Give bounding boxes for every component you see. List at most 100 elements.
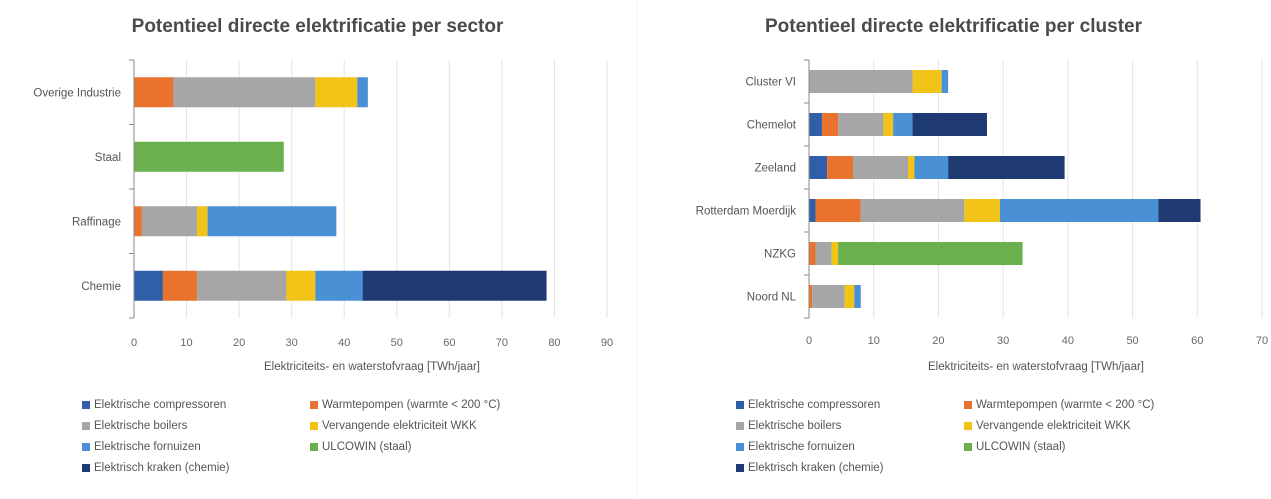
bar-segment-elektrische-compressoren: [809, 113, 822, 136]
legend-label: Elektrische compressoren: [748, 399, 881, 411]
bar-segment-elektrische-boilers: [812, 285, 845, 308]
x-tick-label: 0: [131, 337, 137, 349]
chart-title: Potentieel directe elektrificatie per cl…: [765, 16, 1142, 37]
category-label: Chemelot: [747, 120, 797, 132]
chart-cluster-legend: Elektrische compressoren Warmtepompen (wa…: [736, 398, 1176, 475]
legend-item-warmtepompen-warmte-200-c: Warmtepompen (warmte < 200 °C): [310, 398, 522, 412]
legend-swatch: [736, 422, 744, 430]
legend-item-elektrische-fornuizen: Elektrische fornuizen: [736, 440, 964, 454]
category-label: Raffinage: [72, 216, 121, 228]
x-tick-label: 50: [391, 337, 403, 349]
legend-label: Elektrische compressoren: [94, 399, 227, 411]
x-tick-label: 40: [338, 337, 350, 349]
legend-item-vervangende-elektriciteit-wkk: Vervangende elektriciteit WKK: [310, 419, 522, 433]
legend-swatch: [82, 464, 90, 472]
legend-item-elektrische-boilers: Elektrische boilers: [82, 419, 310, 433]
legend-swatch: [736, 464, 744, 472]
chart-cluster-plot: 0 10 20 30 40 50 60 70 Noord NL NZKG Rotterdam Moe…: [696, 59, 1268, 373]
legend-label: Elektrische boilers: [748, 420, 842, 432]
legend-swatch: [964, 443, 972, 451]
bar-segment-vervangende-elektriciteit-wkk: [197, 206, 208, 237]
bar-segment-warmtepompen-warmte-200-c: [134, 206, 142, 237]
bar-segment-elektrische-boilers: [809, 70, 913, 93]
x-tick-label: 20: [233, 337, 245, 349]
category-label: Rotterdam Moerdijk: [696, 206, 797, 218]
category-label: NZKG: [764, 249, 796, 261]
chart-sector-panel: Potentieel directe elektrificatie per se…: [0, 0, 635, 499]
panel-divider: [636, 0, 637, 499]
legend-swatch: [82, 401, 90, 409]
bar-segment-elektrisch-kraken-chemie: [1158, 199, 1201, 222]
bar-segment-elektrisch-kraken-chemie: [948, 156, 1065, 179]
chart-sector-plot: 0 10 20 30 40 50 60 70 80 90 Chemie Raffinage Staal O…: [33, 59, 613, 373]
legend-label: Elektrische boilers: [94, 420, 188, 432]
legend-swatch: [736, 401, 744, 409]
bar-segment-elektrische-compressoren: [809, 199, 816, 222]
legend-item-ulcowin-staal: ULCOWIN (staal): [310, 440, 522, 454]
legend-item-ulcowin-staal: ULCOWIN (staal): [964, 440, 1176, 454]
legend-label: Elektrisch kraken (chemie): [748, 462, 884, 474]
x-tick-label: 0: [806, 335, 812, 347]
x-tick-label: 10: [868, 335, 880, 347]
bar-segment-elektrische-fornuizen: [357, 77, 368, 108]
legend-item-elektrische-compressoren: Elektrische compressoren: [736, 398, 964, 412]
legend-swatch: [964, 422, 972, 430]
bar-segment-warmtepompen-warmte-200-c: [815, 199, 861, 222]
category-label: Chemie: [81, 281, 121, 293]
x-tick-label: 40: [1062, 335, 1074, 347]
legend-swatch: [310, 443, 318, 451]
bar-segment-elektrische-fornuizen: [999, 199, 1159, 222]
bar-segment-vervangende-elektriciteit-wkk: [908, 156, 915, 179]
bar-segment-vervangende-elektriciteit-wkk: [912, 70, 942, 93]
bar-segment-vervangende-elektriciteit-wkk: [964, 199, 1000, 222]
category-label: Overige Industrie: [33, 87, 121, 99]
x-tick-label: 60: [1191, 335, 1203, 347]
bar-segment-elektrische-boilers: [815, 242, 832, 265]
bar-segment-elektrische-compressoren: [134, 270, 163, 301]
legend-label: Elektrisch kraken (chemie): [94, 462, 230, 474]
x-tick-label: 10: [180, 337, 192, 349]
legend-label: Elektrische fornuizen: [94, 441, 201, 453]
category-label: Noord NL: [747, 292, 797, 304]
legend-label: ULCOWIN (staal): [976, 441, 1066, 453]
legend-swatch: [736, 443, 744, 451]
legend-item-elektrisch-kraken-chemie: Elektrisch kraken (chemie): [736, 461, 964, 475]
bar-segment-warmtepompen-warmte-200-c: [827, 156, 854, 179]
bar-segment-warmtepompen-warmte-200-c: [809, 285, 813, 308]
bar-segment-elektrische-boilers: [838, 113, 884, 136]
bar-segment-elektrische-fornuizen: [941, 70, 949, 93]
bar-segment-elektrische-boilers: [141, 206, 198, 237]
legend-item-elektrische-boilers: Elektrische boilers: [736, 419, 964, 433]
bar-segment-vervangende-elektriciteit-wkk: [883, 113, 894, 136]
bar-segment-elektrische-boilers: [853, 156, 909, 179]
legend-item-elektrische-compressoren: Elektrische compressoren: [82, 398, 310, 412]
legend-swatch: [964, 401, 972, 409]
legend-item-warmtepompen-warmte-200-c: Warmtepompen (warmte < 200 °C): [964, 398, 1176, 412]
bar-segment-warmtepompen-warmte-200-c: [821, 113, 839, 136]
legend-item-vervangende-elektriciteit-wkk: Vervangende elektriciteit WKK: [964, 419, 1176, 433]
chart-cluster-panel: Potentieel directe elektrificatie per cl…: [636, 0, 1271, 499]
legend-swatch: [82, 422, 90, 430]
legend-label: ULCOWIN (staal): [322, 441, 412, 453]
bar-segment-elektrische-fornuizen: [207, 206, 337, 237]
legend-label: Warmtepompen (warmte < 200 °C): [322, 399, 501, 411]
chart-title: Potentieel directe elektrificatie per se…: [131, 16, 504, 37]
x-tick-label: 50: [1126, 335, 1138, 347]
bar-segment-elektrische-boilers: [197, 270, 287, 301]
bar-segment-elektrisch-kraken-chemie: [362, 270, 547, 301]
bar-segment-ulcowin-staal: [838, 242, 1023, 265]
bar-segment-elektrisch-kraken-chemie: [912, 113, 987, 136]
x-tick-label: 60: [443, 337, 455, 349]
x-axis-label: Elektriciteits- en waterstofvraag [TWh/j…: [264, 361, 480, 373]
legend-item-elektrische-fornuizen: Elektrische fornuizen: [82, 440, 310, 454]
chart-sector-legend: Elektrische compressoren Warmtepompen (wa…: [82, 398, 522, 475]
bar-segment-elektrische-fornuizen: [315, 270, 363, 301]
x-tick-label: 70: [1256, 335, 1268, 347]
bar-segment-vervangende-elektriciteit-wkk: [315, 77, 358, 108]
bar-segment-ulcowin-staal: [134, 141, 284, 172]
x-tick-label: 30: [286, 337, 298, 349]
legend-item-elektrisch-kraken-chemie: Elektrisch kraken (chemie): [82, 461, 310, 475]
x-tick-label: 30: [997, 335, 1009, 347]
category-label: Staal: [95, 152, 121, 164]
bar-segment-elektrische-compressoren: [809, 156, 828, 179]
